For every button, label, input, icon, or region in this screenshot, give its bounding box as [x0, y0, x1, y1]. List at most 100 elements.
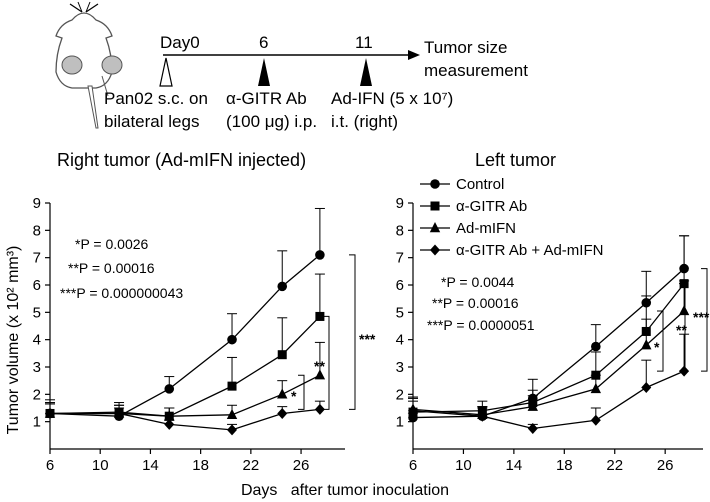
y-tick-label: 4 [33, 332, 41, 349]
right-tumor-chart: 1 2 3 4 5 6 7 8 9 6 10 14 18 22 26 *P = 0.0026 **P = 0.0… [33, 195, 376, 474]
x-tick-label: 6 [409, 457, 417, 474]
y-tick-label: 8 [396, 222, 404, 239]
data-point [641, 326, 651, 336]
timeline-day0-caption-line2: bilateral legs [104, 112, 199, 131]
data-point [227, 381, 237, 391]
series-line [50, 408, 320, 431]
data-point [590, 382, 602, 394]
data-point [164, 384, 175, 394]
p-value-text: *P = 0.0026 [75, 236, 149, 252]
y-tick-label: 9 [33, 195, 41, 212]
y-tick-label: 6 [33, 277, 41, 294]
series-line [412, 370, 685, 430]
y-tick-label: 3 [33, 359, 41, 376]
legend-label-control: Control [456, 176, 504, 193]
y-tick-label: 4 [396, 332, 404, 349]
y-tick-label: 7 [33, 250, 41, 267]
y-tick-label: 6 [396, 277, 404, 294]
timeline-day6-caption-line2: (100 μg) i.p. [226, 112, 317, 131]
x-tick-label: 18 [192, 457, 209, 474]
p-value-text: **P = 0.00016 [432, 295, 519, 311]
x-tick-label: 22 [243, 457, 260, 474]
legend-label-gitr: α-GITR Ab [456, 198, 527, 215]
legend: Control α-GITR Ab Ad-mIFN α-GITR Ab + Ad… [420, 176, 603, 259]
data-point [408, 405, 418, 417]
data-point [315, 311, 325, 321]
p-value-text: *P = 0.0044 [441, 274, 515, 290]
data-point [314, 369, 326, 380]
data-point [277, 388, 288, 399]
data-point [641, 339, 652, 350]
significance-label: *** [359, 331, 376, 347]
y-axis-label: Tumor volume (x 10² mm³) [5, 246, 22, 435]
mouse-illustration [55, 1, 123, 129]
data-point [114, 407, 125, 419]
data-point [164, 410, 175, 421]
filled-triangle-marker [258, 58, 270, 86]
data-point [679, 263, 689, 274]
x-tick-label: 26 [293, 457, 310, 474]
timeline-day11-caption-line2: i.t. (right) [331, 112, 398, 131]
timeline-day0-label: Day0 [160, 33, 200, 52]
significance-bracket [701, 268, 708, 372]
timeline-arrowhead [408, 50, 420, 60]
x-tick-label: 6 [46, 457, 54, 474]
x-tick-label: 10 [92, 457, 109, 474]
data-point [45, 407, 55, 419]
data-point [277, 281, 288, 292]
x-tick-label: 22 [606, 457, 623, 474]
data-point [591, 370, 601, 380]
significance-bracket [349, 254, 356, 410]
legend-label-admifn: Ad-mIFN [456, 220, 516, 237]
timeline-day11-label: 11 [355, 33, 373, 52]
p-value-text: ***P = 0.000000043 [60, 285, 183, 301]
data-point [277, 407, 288, 419]
series-line [412, 283, 685, 413]
y-tick-label: 7 [396, 250, 404, 267]
significance-bracket [323, 315, 330, 410]
y-tick-label: 1 [396, 414, 404, 431]
legend-marker [430, 201, 440, 211]
data-point [226, 408, 238, 420]
timeline-day11-caption-line1: Ad-IFN (5 x 10⁷) [331, 89, 453, 108]
timeline-day0-caption-line1: Pan02 s.c. on [104, 89, 208, 108]
data-point [527, 423, 538, 434]
data-point [527, 400, 538, 411]
data-point [590, 414, 601, 426]
legend-label-combo: α-GITR Ab + Ad-mIFN [456, 242, 603, 259]
data-point [678, 304, 690, 316]
data-point [315, 250, 325, 260]
legend-marker [430, 179, 440, 189]
significance-bracket [679, 283, 686, 372]
timeline-day6-caption-line1: α-GITR Ab [226, 89, 307, 108]
p-value-text: **P = 0.00016 [68, 260, 155, 276]
data-point [477, 410, 488, 422]
x-tick-label: 26 [657, 457, 674, 474]
y-tick-label: 8 [33, 222, 41, 239]
x-tick-label: 10 [455, 457, 472, 474]
data-point [227, 334, 237, 345]
left-tumor-chart-title: Left tumor [475, 150, 556, 170]
data-point [164, 418, 175, 430]
y-tick-label: 9 [396, 195, 404, 212]
significance-label: ** [314, 358, 325, 374]
significance-label: ** [676, 322, 687, 338]
significance-label: * [291, 388, 297, 404]
timeline-end-label-line1: Tumor size [424, 38, 507, 57]
filled-triangle-marker [360, 58, 372, 86]
x-axis-label: Days after tumor inoculation [241, 482, 449, 499]
data-point [314, 403, 325, 415]
data-point [227, 424, 238, 436]
x-tick-label: 14 [506, 457, 523, 474]
timeline-end-label-line2: measurement [424, 61, 528, 80]
y-tick-label: 5 [396, 304, 404, 321]
significance-label: *** [693, 309, 710, 325]
y-tick-label: 2 [33, 386, 41, 403]
legend-symbols [420, 179, 450, 256]
legend-marker [429, 222, 441, 233]
series-line [412, 310, 685, 416]
y-tick-label: 3 [396, 359, 404, 376]
y-tick-label: 2 [396, 386, 404, 403]
data-point [277, 350, 287, 360]
